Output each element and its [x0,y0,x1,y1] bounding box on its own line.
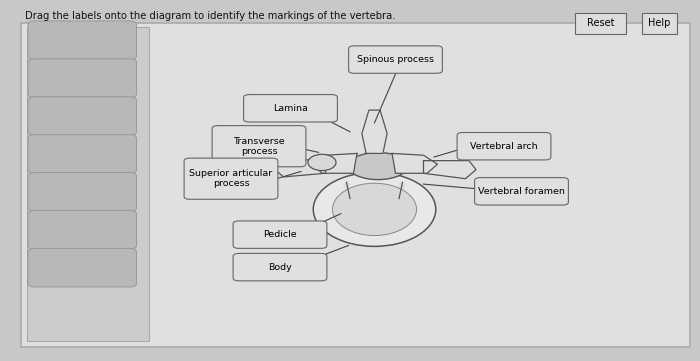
FancyBboxPatch shape [28,135,136,173]
Ellipse shape [308,155,336,170]
FancyBboxPatch shape [28,173,136,211]
Text: Transverse
process: Transverse process [233,136,285,156]
Polygon shape [392,153,438,173]
Text: Drag the labels onto the diagram to identify the markings of the vertebra.: Drag the labels onto the diagram to iden… [25,11,395,21]
FancyBboxPatch shape [27,27,149,341]
FancyArrowPatch shape [347,185,349,196]
Text: Help: Help [648,18,671,29]
FancyBboxPatch shape [184,158,278,199]
FancyBboxPatch shape [212,126,306,167]
Polygon shape [312,153,357,173]
FancyBboxPatch shape [21,23,690,347]
Polygon shape [362,110,387,153]
FancyArrowPatch shape [400,185,402,196]
FancyBboxPatch shape [244,95,337,122]
Text: Spinous process: Spinous process [357,55,434,64]
FancyBboxPatch shape [642,13,677,34]
FancyBboxPatch shape [233,253,327,281]
FancyBboxPatch shape [575,13,626,34]
FancyBboxPatch shape [28,210,136,249]
Polygon shape [424,161,476,179]
FancyBboxPatch shape [28,248,136,287]
FancyBboxPatch shape [457,132,551,160]
Polygon shape [273,159,326,177]
Text: Vertebral arch: Vertebral arch [470,142,538,151]
Text: Superior articular
process: Superior articular process [190,169,272,188]
FancyBboxPatch shape [28,21,136,60]
Text: Reset: Reset [587,18,615,29]
Text: Pedicle: Pedicle [263,230,297,239]
FancyBboxPatch shape [28,97,136,135]
Text: Lamina: Lamina [273,104,308,113]
Ellipse shape [314,173,435,246]
FancyBboxPatch shape [475,178,568,205]
Ellipse shape [332,183,416,236]
FancyBboxPatch shape [28,59,136,97]
Text: Vertebral foramen: Vertebral foramen [478,187,565,196]
FancyBboxPatch shape [349,46,442,73]
FancyBboxPatch shape [233,221,327,248]
Text: Body: Body [268,263,292,271]
Ellipse shape [349,152,407,179]
